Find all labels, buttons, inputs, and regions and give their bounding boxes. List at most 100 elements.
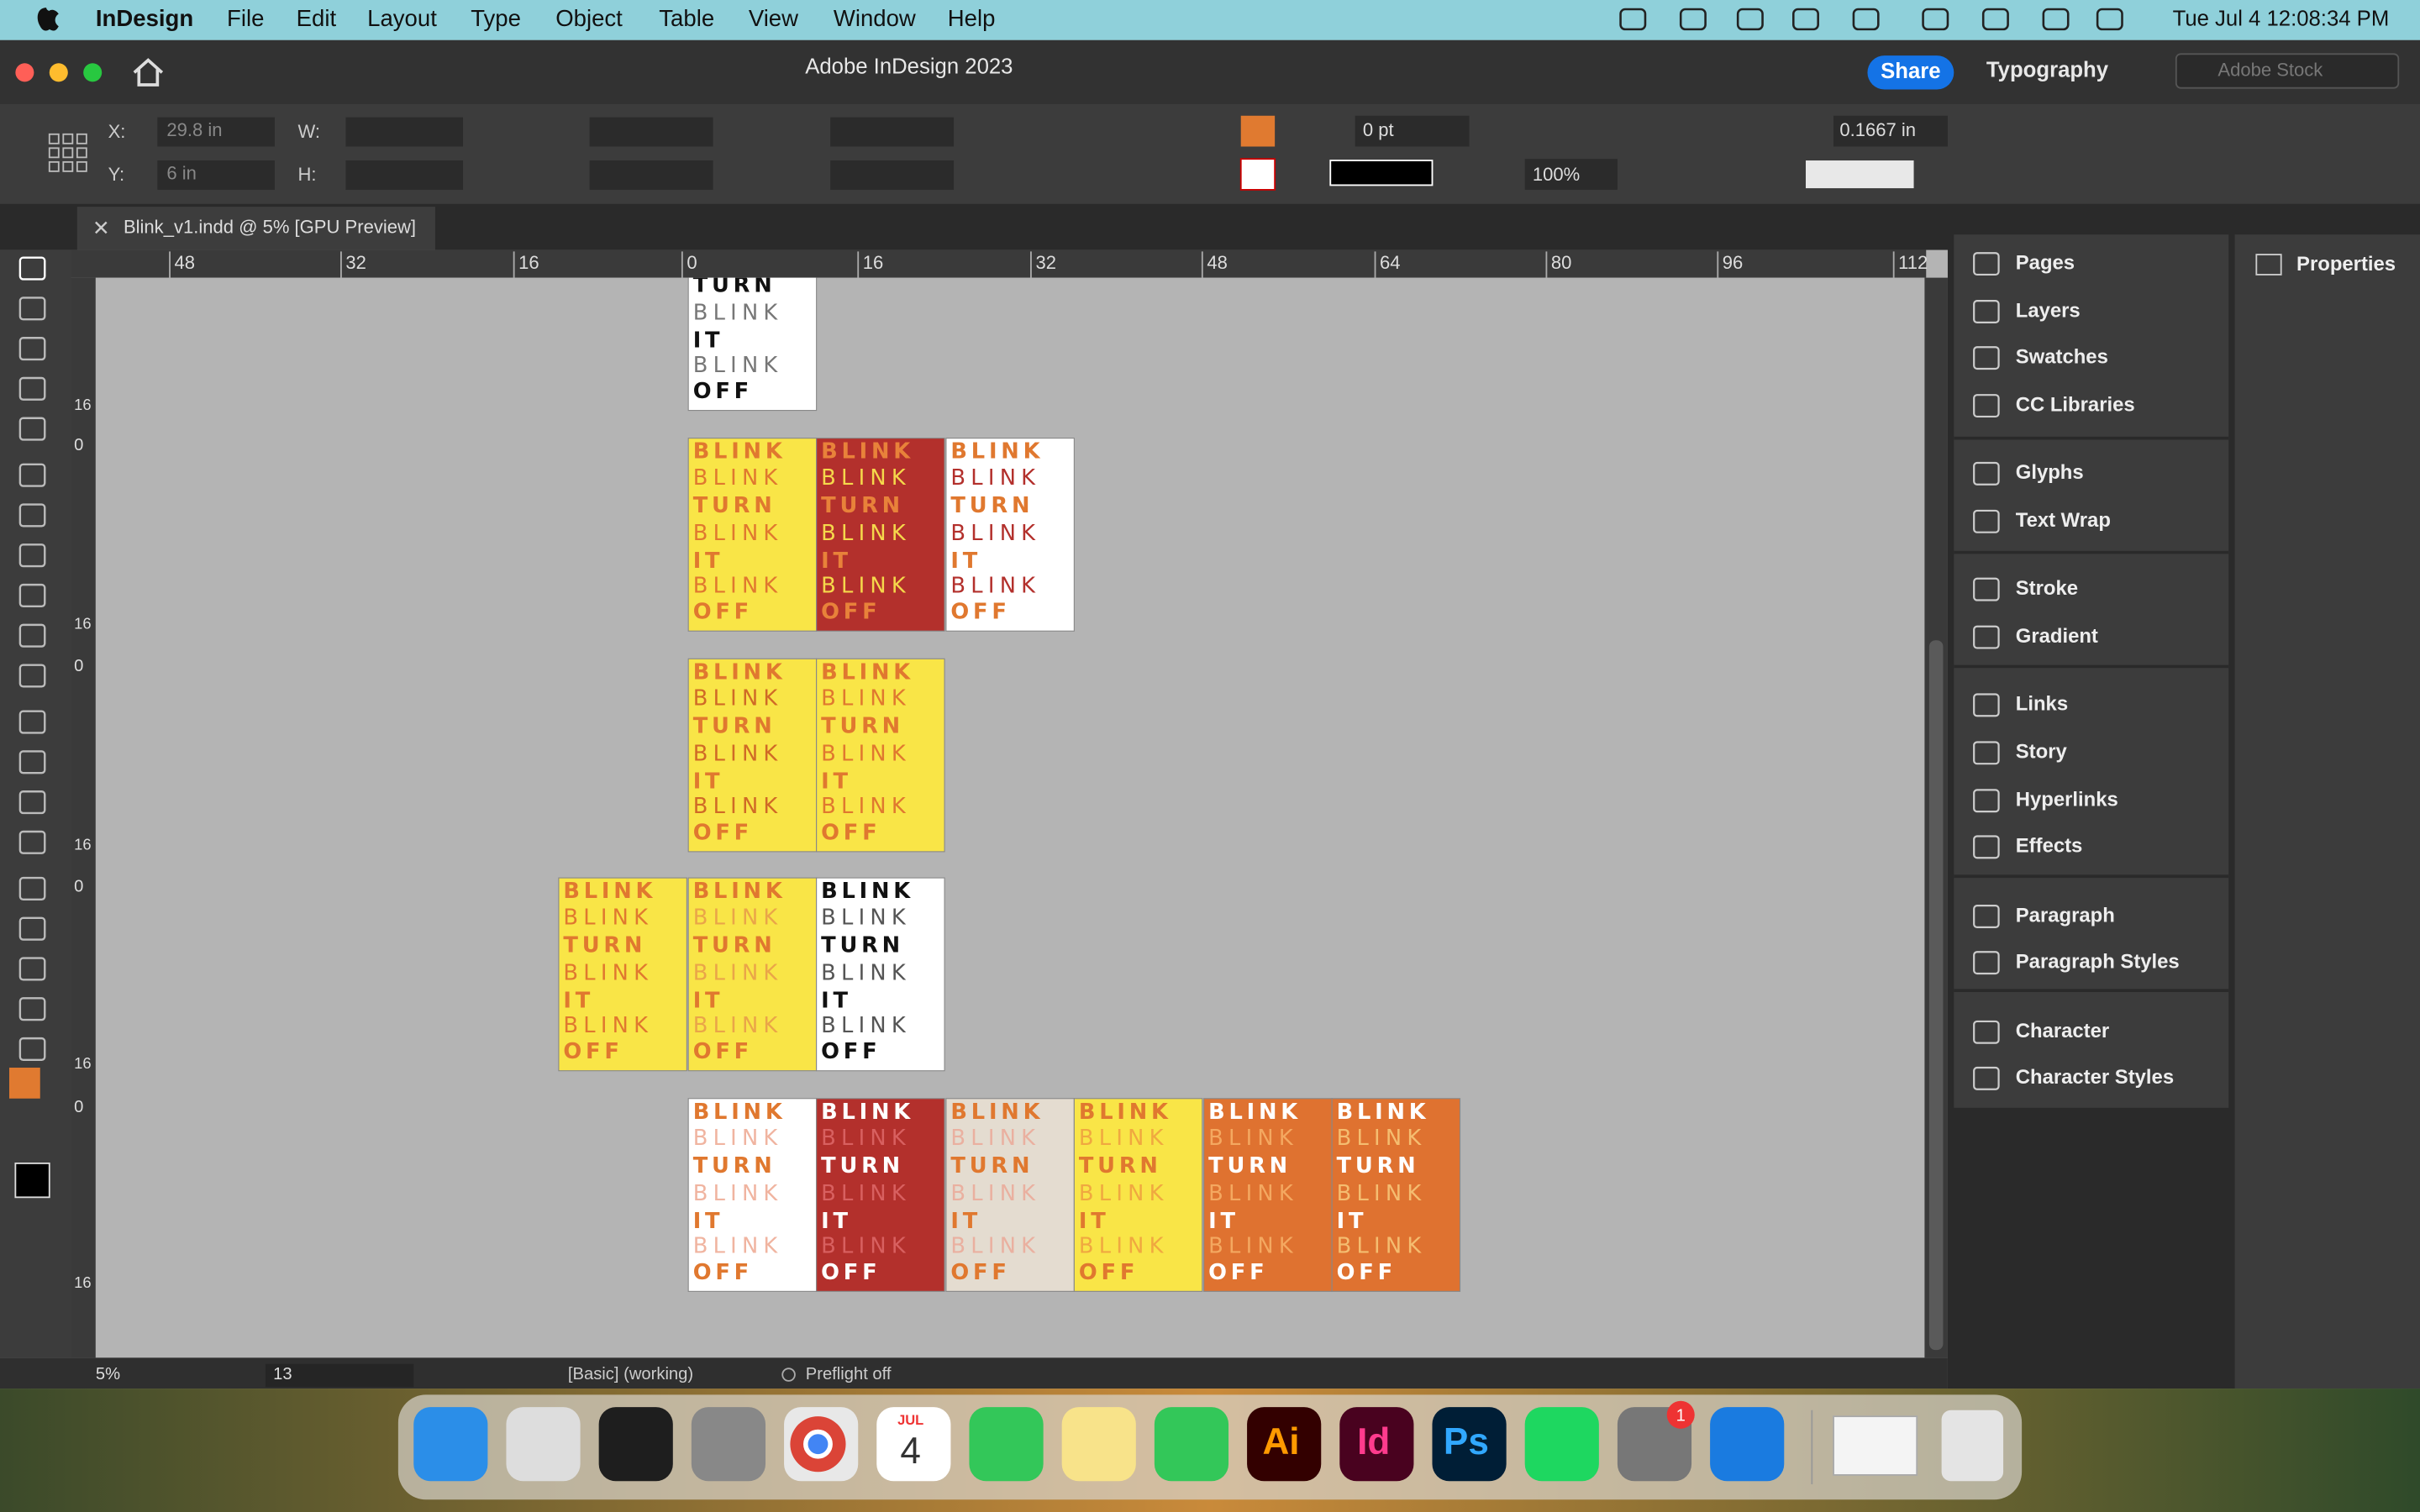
status-icon[interactable]	[1619, 8, 1647, 31]
status-icon[interactable]	[2096, 8, 2123, 31]
menu-item[interactable]: Type	[471, 5, 521, 31]
status-icon[interactable]	[2042, 8, 2070, 31]
field[interactable]	[157, 160, 275, 190]
menu-item[interactable]: Edit	[297, 5, 337, 31]
properties-title[interactable]: Properties	[2296, 253, 2396, 276]
stroke-swatch[interactable]	[1239, 158, 1276, 191]
style[interactable]: [Basic] (working)	[568, 1365, 693, 1383]
tool-fill[interactable]	[9, 1068, 40, 1099]
panel-item[interactable]: Glyphs	[2016, 461, 2084, 484]
panel-item[interactable]: Story	[2016, 741, 2068, 764]
panel-item[interactable]: Links	[2016, 693, 2068, 716]
tool[interactable]	[18, 297, 46, 321]
panel-item[interactable]: Text Wrap	[2016, 509, 2111, 532]
status-icon[interactable]	[1922, 8, 1949, 31]
trash[interactable]	[1941, 1410, 2004, 1482]
artboard[interactable]	[687, 877, 818, 1072]
tool[interactable]	[18, 957, 46, 981]
tool[interactable]	[18, 710, 46, 734]
menu-item[interactable]: Object	[555, 5, 623, 31]
artboard[interactable]	[1203, 1098, 1333, 1292]
workspace[interactable]: Typography	[1986, 58, 2109, 81]
panel-item[interactable]: Paragraph Styles	[2016, 950, 2180, 973]
dock-app[interactable]	[1710, 1407, 1785, 1482]
dock-app[interactable]	[1061, 1407, 1136, 1482]
field[interactable]	[1355, 115, 1470, 147]
dock-app[interactable]	[1247, 1407, 1322, 1482]
zoom[interactable]: 5%	[96, 1365, 120, 1383]
apple-logo[interactable]	[37, 8, 59, 31]
menu-item[interactable]: File	[227, 5, 264, 31]
dock-app[interactable]	[506, 1407, 581, 1482]
tool[interactable]	[18, 503, 46, 528]
tool[interactable]	[18, 623, 46, 648]
artboard[interactable]	[816, 658, 945, 853]
stroke-style[interactable]	[1329, 160, 1434, 186]
artboard[interactable]	[558, 877, 687, 1072]
field[interactable]	[345, 160, 464, 190]
zoom-button[interactable]	[83, 63, 103, 82]
dock-app[interactable]	[1154, 1407, 1229, 1482]
tool[interactable]	[18, 997, 46, 1021]
dock-app[interactable]	[1432, 1407, 1507, 1482]
tool[interactable]	[18, 1037, 46, 1062]
tool[interactable]	[18, 417, 46, 441]
panel-item[interactable]: Stroke	[2016, 577, 2078, 600]
artboard[interactable]	[687, 438, 818, 632]
dock-app[interactable]	[691, 1407, 766, 1482]
field[interactable]	[345, 117, 464, 147]
artboard[interactable]	[816, 877, 945, 1072]
tool[interactable]	[18, 916, 46, 941]
status-icon[interactable]	[1981, 8, 2009, 31]
menu-item[interactable]: View	[749, 5, 798, 31]
menu-item[interactable]: Help	[948, 5, 996, 31]
frame-preview[interactable]	[1805, 160, 1914, 189]
view-mode[interactable]	[14, 1162, 50, 1199]
panel-item[interactable]: Character Styles	[2016, 1066, 2174, 1089]
panel-item[interactable]: Pages	[2016, 251, 2075, 274]
artboard[interactable]	[687, 1098, 818, 1292]
close-button[interactable]	[15, 63, 34, 82]
tool[interactable]	[18, 583, 46, 608]
tool[interactable]	[18, 337, 46, 361]
tool[interactable]	[18, 664, 46, 688]
scroll-thumb[interactable]	[1928, 640, 1944, 1351]
status-icon[interactable]	[1852, 8, 1880, 31]
dock-app[interactable]	[1339, 1407, 1414, 1482]
preflight[interactable]: Preflight off	[806, 1365, 892, 1383]
tool[interactable]	[18, 750, 46, 774]
artboard[interactable]	[945, 438, 1075, 632]
menu-item[interactable]: Window	[834, 5, 916, 31]
document-tab[interactable]	[76, 207, 435, 250]
status-icon[interactable]	[1736, 8, 1764, 31]
dock-app[interactable]	[598, 1407, 673, 1482]
panel-item[interactable]: CC Libraries	[2016, 393, 2135, 416]
panel-item[interactable]: Effects	[2016, 835, 2083, 858]
panel-item[interactable]: Swatches	[2016, 345, 2108, 368]
tool[interactable]	[18, 790, 46, 815]
field[interactable]	[589, 160, 713, 190]
search-box[interactable]	[2175, 53, 2400, 89]
minimize-button[interactable]	[49, 63, 68, 82]
panel-item[interactable]: Paragraph	[2016, 904, 2115, 927]
home-icon[interactable]	[133, 58, 164, 87]
artboard[interactable]	[816, 438, 945, 632]
artboard[interactable]	[1331, 1098, 1461, 1292]
menu-item[interactable]: Layout	[367, 5, 437, 31]
artboard[interactable]	[687, 218, 818, 412]
artboard[interactable]	[1073, 1098, 1203, 1292]
tool[interactable]	[18, 376, 46, 401]
field[interactable]	[1524, 159, 1618, 190]
artboard[interactable]	[945, 1098, 1075, 1292]
tool[interactable]	[18, 876, 46, 901]
fill-swatch[interactable]	[1240, 115, 1276, 147]
status-icon[interactable]	[1792, 8, 1819, 31]
dock-app[interactable]	[413, 1407, 488, 1482]
panel-item[interactable]: Layers	[2016, 299, 2081, 322]
menu-item[interactable]: Table	[659, 5, 714, 31]
tab-close[interactable]: Blink_v1.indd @ 5% [GPU Preview]	[124, 217, 416, 238]
tool[interactable]	[18, 463, 46, 487]
status-icon[interactable]	[1679, 8, 1707, 31]
dock-window[interactable]	[1833, 1415, 1918, 1476]
field[interactable]	[830, 160, 955, 190]
